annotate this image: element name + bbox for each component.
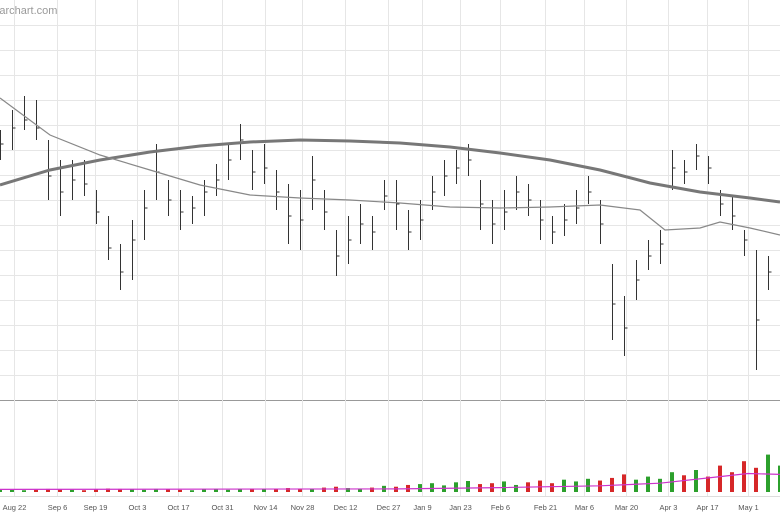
volume-bar (274, 489, 278, 492)
volume-bar (34, 489, 38, 492)
x-tick-label: Oct 3 (129, 503, 147, 512)
volume-bar (502, 481, 506, 492)
x-tick-label: May 1 (738, 503, 758, 512)
watermark: Barchart.com (0, 5, 57, 17)
volume-bar (514, 484, 518, 492)
volume-bar (778, 465, 780, 492)
volume-bar (358, 488, 362, 492)
volume-bar (166, 489, 170, 492)
volume-bar (754, 467, 758, 492)
volume-bar (586, 478, 590, 492)
volume-bar (226, 489, 230, 492)
volume-bar (70, 489, 74, 492)
volume-bar (262, 488, 266, 492)
x-tick-label: Apr 17 (696, 503, 718, 512)
volume-bar (154, 488, 158, 492)
volume-bar (214, 488, 218, 492)
x-tick-label: Aug 22 (3, 503, 27, 512)
volume-bar (466, 481, 470, 492)
volume-bar (622, 474, 626, 492)
volume-bar (694, 470, 698, 492)
moving-average (0, 138, 780, 204)
x-tick-label: Oct 17 (167, 503, 189, 512)
volume-bar (190, 490, 194, 492)
volume-bar (742, 461, 746, 492)
volume-bar (298, 488, 302, 492)
x-tick-label: Dec 12 (334, 503, 358, 512)
volume-bar (0, 489, 2, 492)
x-tick-label: Dec 27 (377, 503, 401, 512)
volume-bar (10, 489, 14, 492)
volume-bar (46, 488, 50, 492)
volume-bar (550, 483, 554, 492)
volume-bar (430, 483, 434, 492)
volume-bar (682, 475, 686, 492)
volume-bar (202, 489, 206, 492)
volume-bar (718, 465, 722, 492)
volume-bar (22, 490, 26, 492)
x-tick-label: Jan 23 (449, 503, 472, 512)
volume-bar (454, 482, 458, 492)
x-tick-label: Oct 31 (211, 503, 233, 512)
volume-bar (130, 489, 134, 492)
volume-bar (178, 489, 182, 492)
volume-bar (58, 489, 62, 492)
volume-bar (118, 488, 122, 492)
x-tick-label: Feb 6 (491, 503, 510, 512)
volume-bar (238, 489, 242, 492)
volume-bar (370, 487, 374, 492)
volume-bar (658, 478, 662, 492)
volume-average (0, 472, 780, 490)
volume-bar (250, 488, 254, 492)
x-tick-label: Feb 21 (534, 503, 557, 512)
volume-bar (346, 488, 350, 492)
x-tick-label: Mar 6 (575, 503, 594, 512)
volume-bar (106, 488, 110, 492)
x-tick-label: Nov 28 (291, 503, 315, 512)
volume-bar (730, 472, 734, 492)
volume-bar (562, 479, 566, 492)
volume-bar (634, 479, 638, 492)
volume-bar (706, 476, 710, 492)
volume-bar (82, 490, 86, 492)
volume-bar (322, 487, 326, 492)
volume-bar (286, 488, 290, 492)
x-tick-label: Apr 3 (660, 503, 678, 512)
volume-bar (142, 489, 146, 492)
grid (0, 0, 780, 496)
x-tick-label: Nov 14 (254, 503, 278, 512)
moving-average (0, 97, 780, 236)
x-tick-label: Sep 19 (84, 503, 108, 512)
volume-bar (94, 489, 98, 492)
volume-bar (310, 488, 314, 492)
x-tick-label: Mar 20 (615, 503, 638, 512)
x-tick-label: Jan 9 (413, 503, 431, 512)
x-tick-label: Sep 6 (48, 503, 68, 512)
volume-bar (766, 454, 770, 492)
